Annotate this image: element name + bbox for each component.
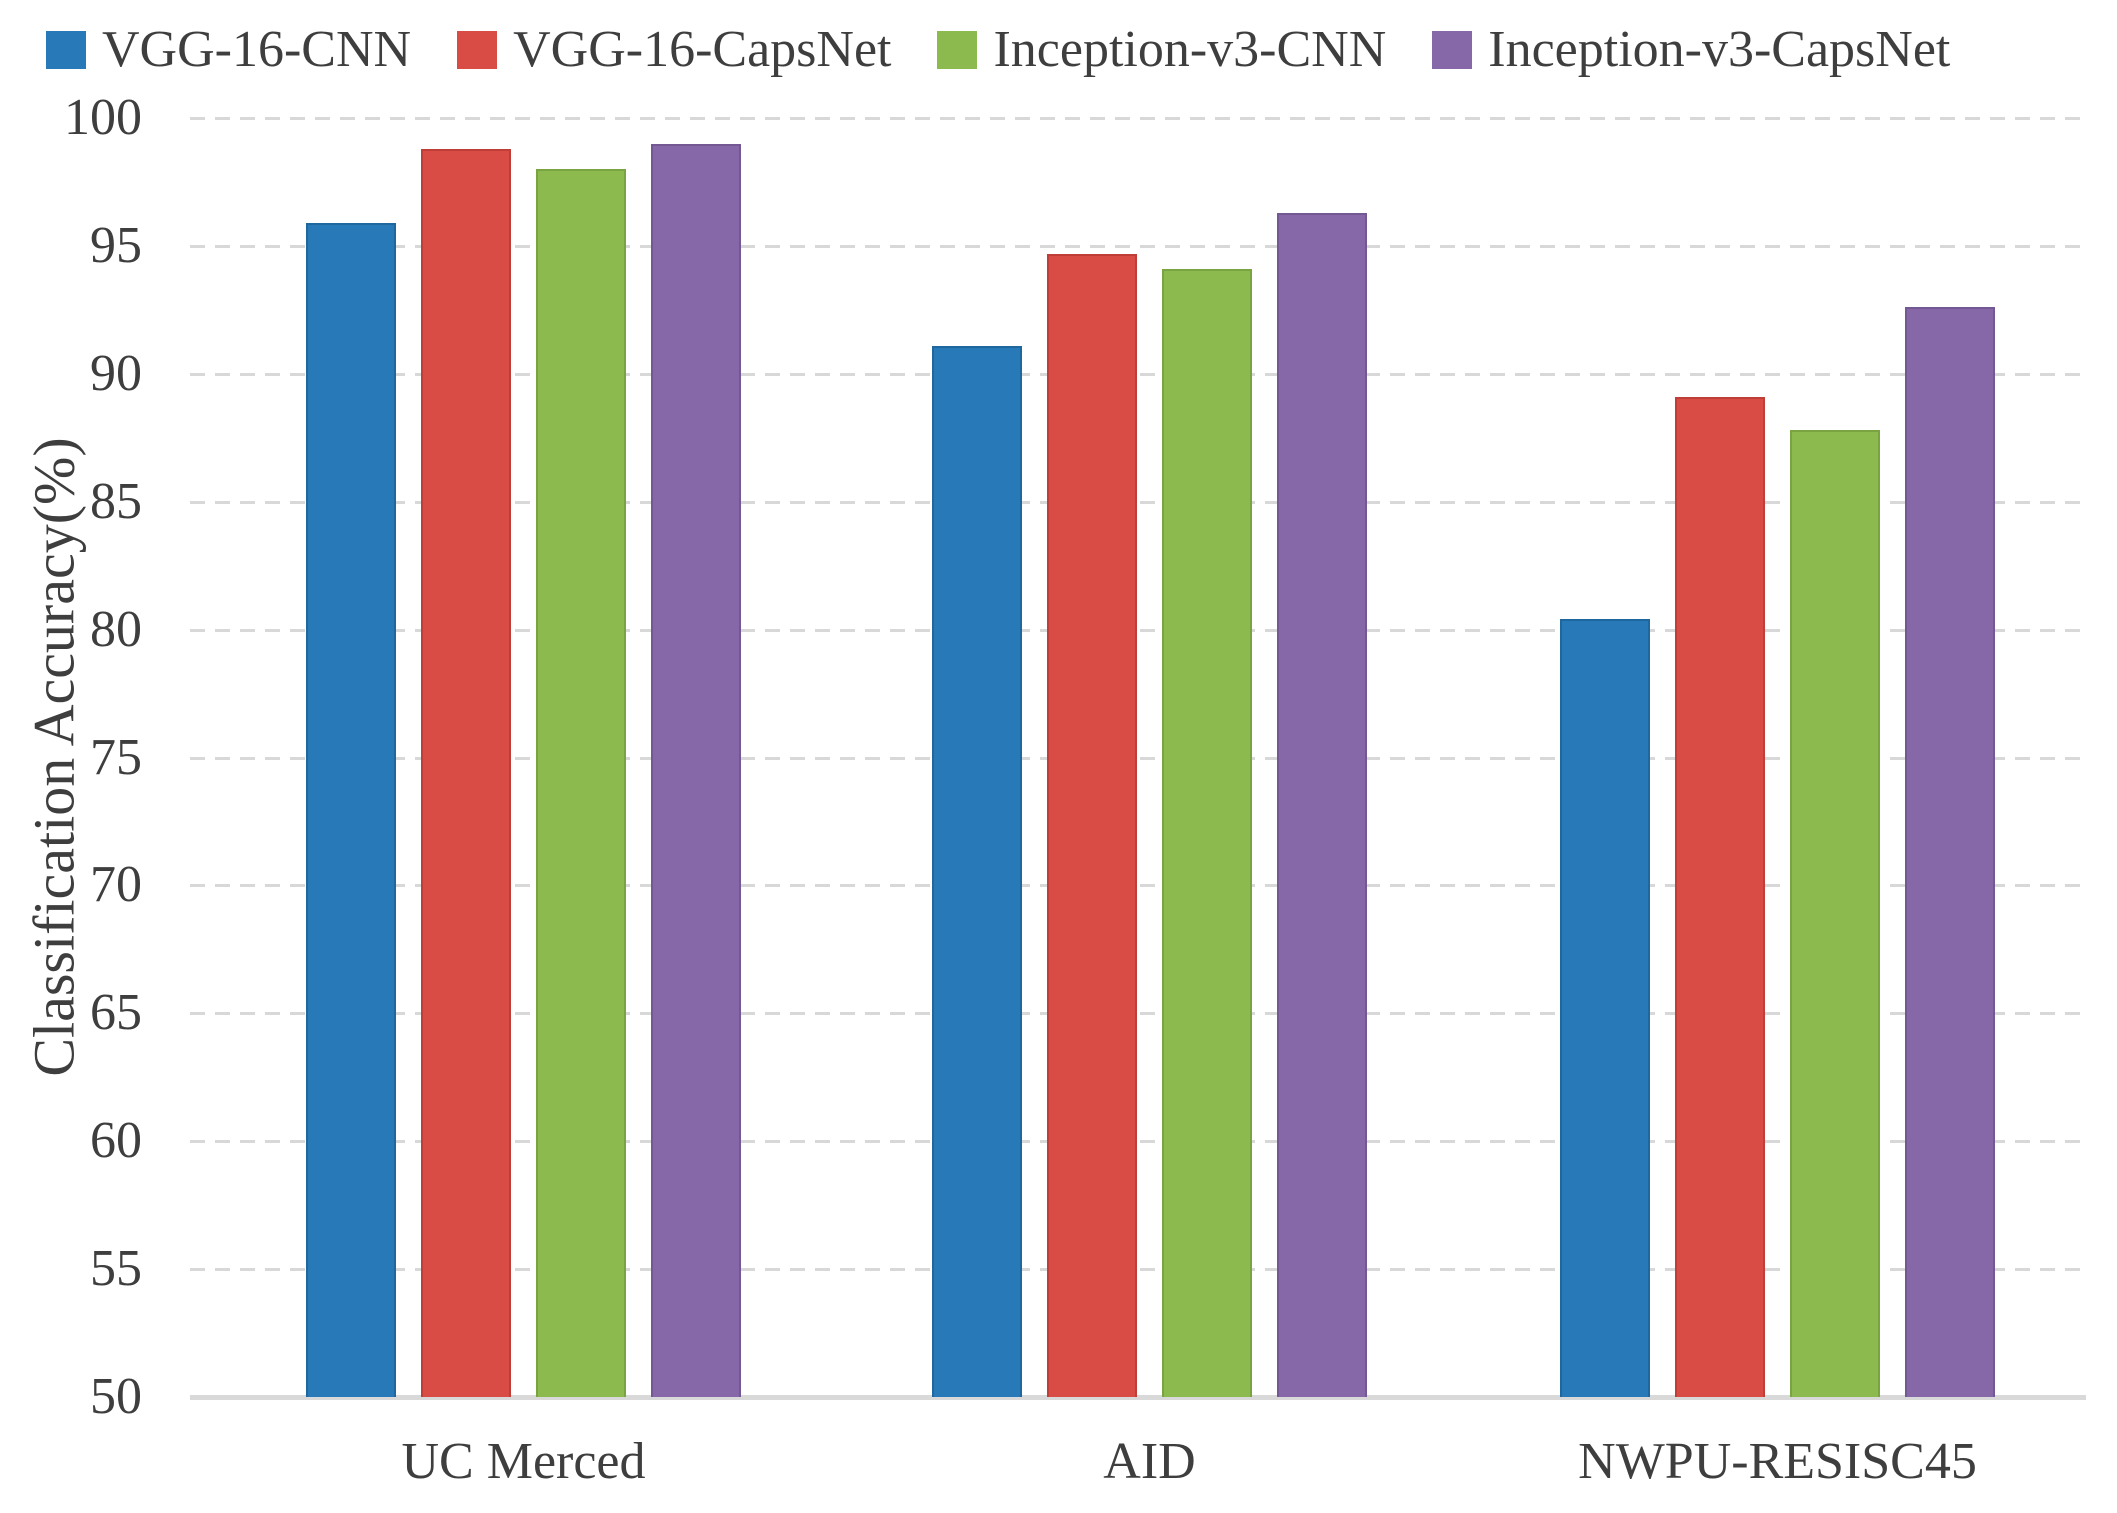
legend-swatch-icon bbox=[457, 31, 498, 69]
legend-swatch-icon bbox=[1432, 31, 1473, 69]
legend-item-vgg-16-cnn: VGG-16-CNN bbox=[46, 24, 411, 76]
gridline-65 bbox=[190, 1012, 2086, 1016]
bar-group-aid bbox=[932, 118, 1367, 1397]
y-tick-label-65: 65 bbox=[90, 984, 142, 1042]
gridline-75 bbox=[190, 756, 2086, 760]
y-tick-label-80: 80 bbox=[90, 600, 142, 658]
y-tick-label-55: 55 bbox=[90, 1240, 142, 1298]
y-tick-label-95: 95 bbox=[90, 216, 142, 274]
plot-area bbox=[190, 117, 2086, 1400]
y-tick-label-50: 50 bbox=[90, 1368, 142, 1425]
gridline-95 bbox=[190, 244, 2086, 248]
legend-label: VGG-16-CNN bbox=[102, 21, 412, 78]
bar-vgg-16-cnn-aid bbox=[932, 345, 1022, 1397]
bar-inception-v3-capsnet-aid bbox=[1277, 212, 1367, 1397]
y-tick-label-75: 75 bbox=[90, 728, 142, 786]
y-tick-label-85: 85 bbox=[90, 472, 142, 530]
legend-item-inception-v3-cnn: Inception-v3-CNN bbox=[937, 24, 1386, 76]
y-tick-label-60: 60 bbox=[90, 1112, 142, 1170]
bar-vgg-16-capsnet-uc-merced bbox=[421, 148, 511, 1397]
x-axis-line bbox=[190, 1395, 2086, 1400]
gridline-55 bbox=[190, 1268, 2086, 1272]
legend-label: VGG-16-CapsNet bbox=[513, 21, 892, 78]
bar-inception-v3-cnn-uc-merced bbox=[536, 169, 626, 1397]
gridline-70 bbox=[190, 884, 2086, 888]
gridline-100 bbox=[190, 117, 2086, 120]
legend-label: Inception-v3-CNN bbox=[993, 21, 1387, 78]
bar-inception-v3-capsnet-uc-merced bbox=[651, 143, 741, 1397]
bar-inception-v3-cnn-nwpu-resisc45 bbox=[1790, 430, 1880, 1397]
gridline-90 bbox=[190, 372, 2086, 376]
bar-group-uc-merced bbox=[306, 118, 741, 1397]
x-category-label-uc-merced: UC Merced bbox=[401, 1433, 646, 1490]
gridline-80 bbox=[190, 628, 2086, 632]
bar-inception-v3-capsnet-nwpu-resisc45 bbox=[1905, 307, 1995, 1397]
y-tick-label-70: 70 bbox=[90, 856, 142, 914]
legend-label: Inception-v3-CapsNet bbox=[1488, 21, 1951, 78]
gridline-60 bbox=[190, 1140, 2086, 1144]
bar-inception-v3-cnn-aid bbox=[1162, 268, 1252, 1397]
bar-vgg-16-capsnet-nwpu-resisc45 bbox=[1675, 396, 1765, 1397]
legend-swatch-icon bbox=[937, 31, 978, 69]
bar-vgg-16-capsnet-aid bbox=[1047, 253, 1137, 1397]
x-category-label-nwpu-resisc45: NWPU-RESISC45 bbox=[1578, 1433, 1977, 1490]
y-tick-label-100: 100 bbox=[64, 89, 142, 146]
x-category-label-aid: AID bbox=[1103, 1433, 1196, 1490]
y-tick-label-90: 90 bbox=[90, 344, 142, 402]
gridline-85 bbox=[190, 500, 2086, 504]
legend-swatch-icon bbox=[46, 31, 86, 69]
legend: VGG-16-CNN VGG-16-CapsNet Inception-v3-CNN… bbox=[46, 24, 1950, 76]
bar-vgg-16-cnn-nwpu-resisc45 bbox=[1560, 619, 1650, 1397]
legend-item-inception-v3-capsnet: Inception-v3-CapsNet bbox=[1432, 24, 1950, 76]
bar-group-nwpu-resisc45 bbox=[1560, 118, 1995, 1397]
legend-item-vgg-16-capsnet: VGG-16-CapsNet bbox=[457, 24, 891, 76]
bar-vgg-16-cnn-uc-merced bbox=[306, 222, 396, 1397]
